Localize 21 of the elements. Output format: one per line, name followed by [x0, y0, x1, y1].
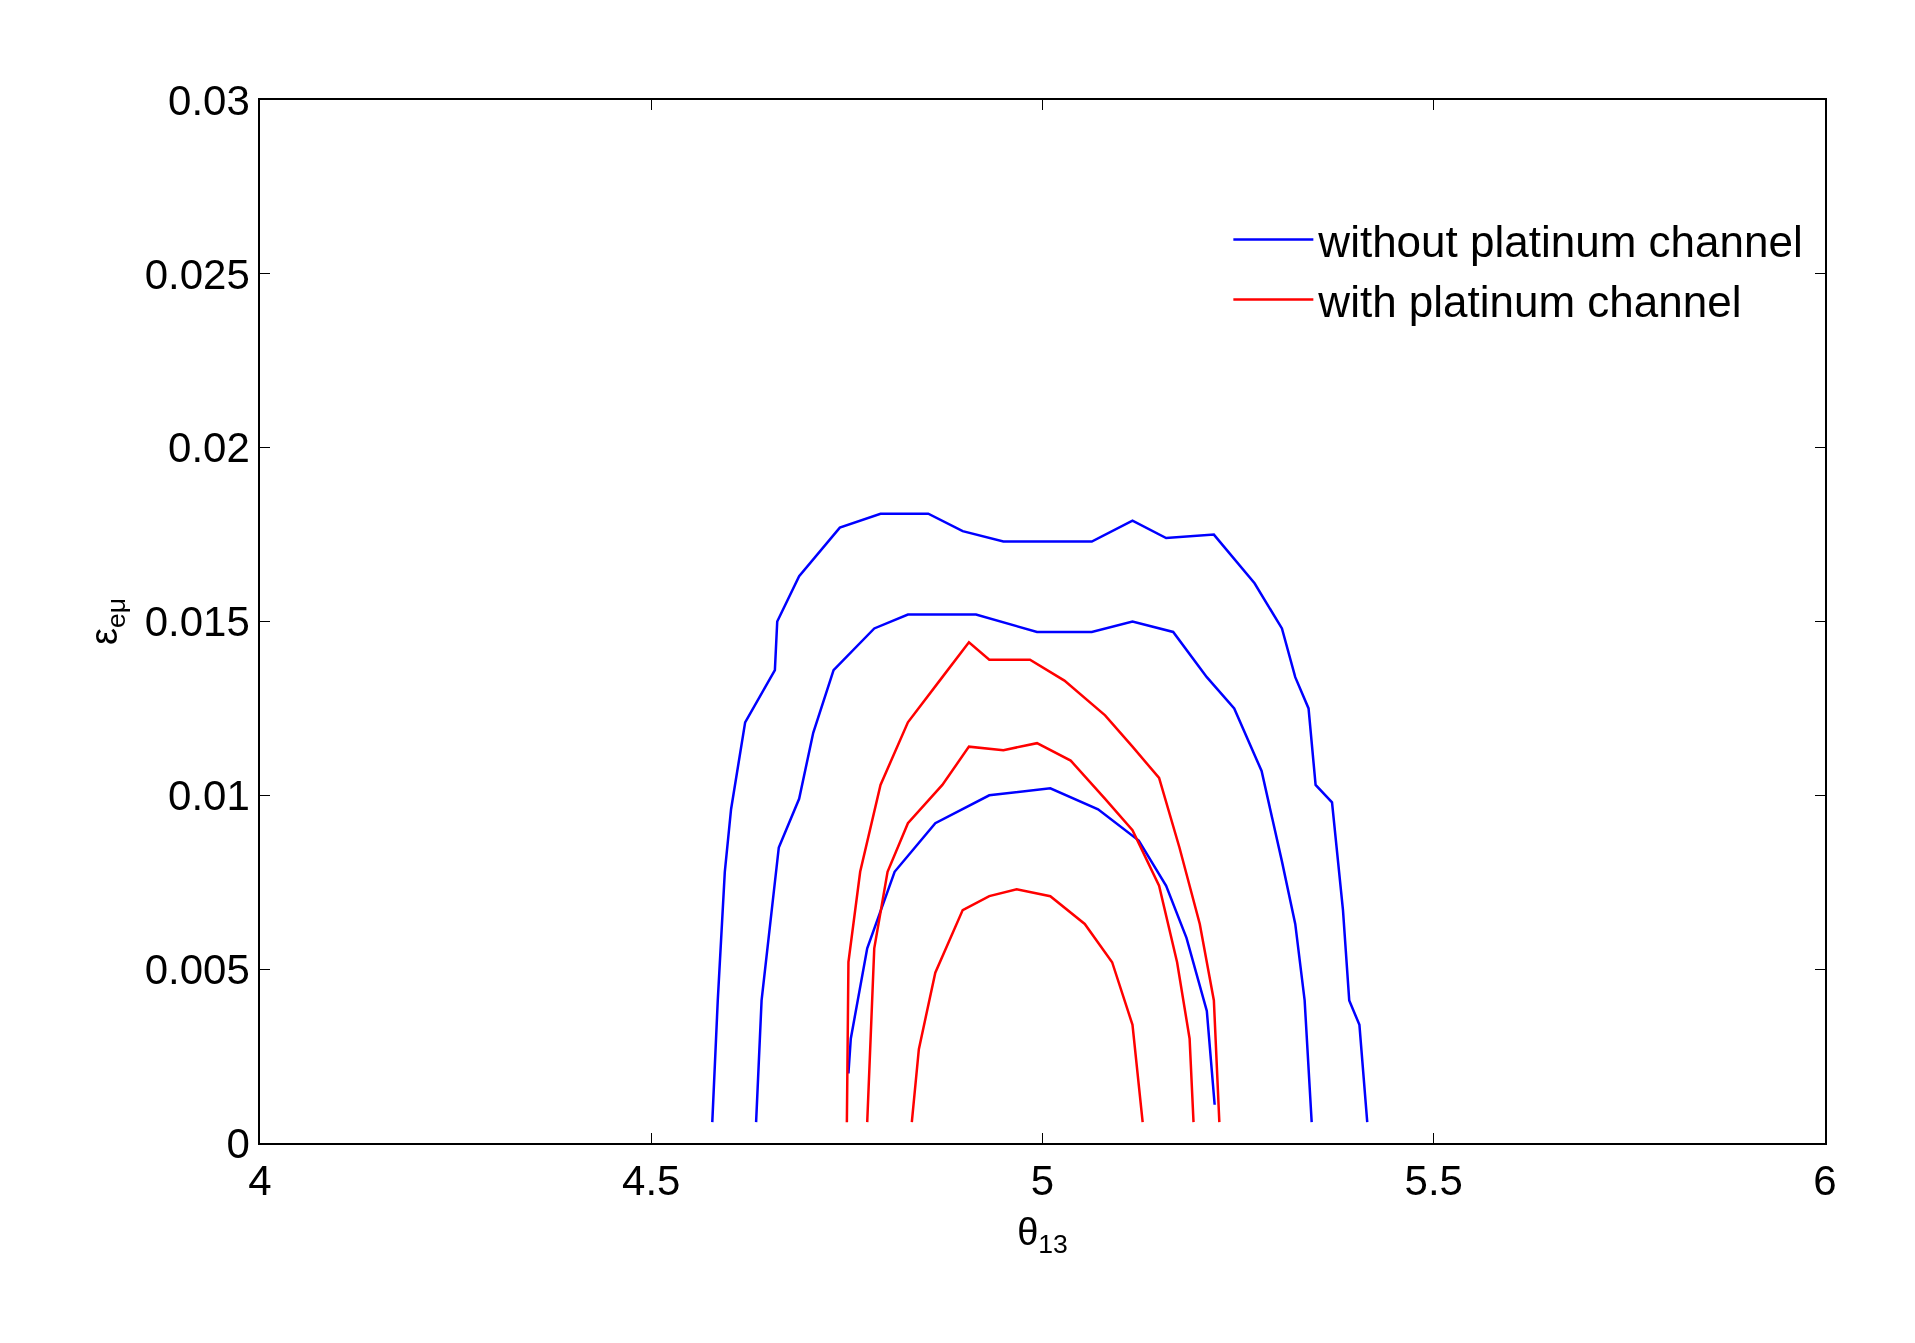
line-series	[910, 887, 1144, 1124]
line-series	[865, 741, 1195, 1124]
x-axis-title: θ$_{13}$	[1017, 1210, 1068, 1259]
y-tick-label: 0.02	[168, 424, 250, 472]
y-tick-label: 0.005	[144, 945, 250, 993]
x-tick-label: 4	[248, 1157, 272, 1205]
y-tick-label: 0.03	[168, 76, 250, 124]
line-series	[845, 641, 1221, 1124]
line-series	[711, 512, 1369, 1124]
legend-label: without platinum channel	[1317, 216, 1803, 266]
y-tick-label: 0	[226, 1119, 250, 1167]
legend-label: with platinum channel	[1317, 276, 1742, 326]
x-tick-label: 5	[1030, 1157, 1055, 1205]
y-tick-label: 0.025	[144, 250, 250, 298]
line-series	[847, 787, 1216, 1107]
x-tick-label: 4.5	[622, 1157, 681, 1205]
y-tick-label: 0.015	[144, 598, 250, 646]
line-series	[754, 613, 1313, 1124]
x-tick-label: 5.5	[1404, 1157, 1463, 1205]
y-tick-label: 0.01	[168, 772, 250, 820]
x-tick-label: 6	[1813, 1157, 1837, 1205]
